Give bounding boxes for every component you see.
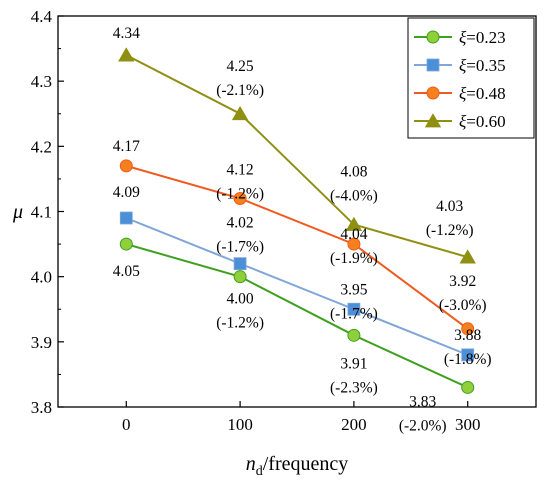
series-line-1: [126, 243, 469, 389]
series-line-3: [126, 164, 469, 330]
data-label-value: 4.34: [113, 25, 140, 42]
series-3-marker: [461, 322, 475, 336]
data-label-change: (-1.2%): [216, 315, 264, 332]
series-line-4: [125, 54, 468, 259]
series-markers: [118, 47, 476, 394]
legend-label-symbol: ξ: [459, 56, 467, 75]
x-tick-label: 300: [455, 415, 481, 434]
data-label-change: (-4.0%): [330, 188, 378, 205]
legend-label-value: =0.23: [466, 28, 505, 47]
data-label-change: (-1.2%): [426, 222, 474, 239]
legend-label-value: =0.48: [466, 84, 505, 103]
x-tick-label: 200: [341, 415, 367, 434]
data-label-change: (-3.0%): [439, 297, 487, 314]
data-label-value: 4.09: [113, 184, 140, 201]
legend-label-symbol: ξ: [459, 84, 467, 103]
data-label-change: (-2.0%): [399, 417, 447, 434]
legend-label: ξ=0.60: [459, 112, 506, 131]
series-4-marker: [345, 216, 363, 231]
x-axis-title-main: n: [246, 453, 256, 475]
y-tick-label: 3.8: [31, 398, 52, 417]
x-tick-label: 0: [122, 415, 131, 434]
x-axis-title: nd/frequency: [246, 453, 349, 479]
x-axis-title-subscript: d: [256, 464, 263, 479]
series-2-marker: [119, 211, 133, 225]
data-label-value: 3.83: [409, 393, 436, 410]
data-label-change: (-1.2%): [216, 185, 264, 202]
series-1-marker: [461, 380, 475, 394]
data-label-change: (-2.3%): [330, 379, 378, 396]
legend: ξ=0.23ξ=0.35ξ=0.48ξ=0.60: [407, 17, 535, 139]
series-4-marker: [459, 249, 476, 264]
series-lines: [125, 54, 469, 389]
data-label-change: (-1.9%): [330, 250, 378, 267]
data-label-change: (-1.7%): [216, 239, 264, 256]
series-2-marker: [461, 348, 475, 362]
y-tick-label: 4.1: [31, 203, 52, 222]
y-tick-label: 4.0: [31, 268, 52, 287]
data-label-value: 4.12: [227, 161, 254, 178]
y-tick-label: 4.4: [31, 7, 53, 26]
series-1-marker: [119, 237, 133, 251]
x-tick-label: 100: [227, 415, 253, 434]
legend-items: ξ=0.23ξ=0.35ξ=0.48ξ=0.60: [414, 28, 506, 131]
series-line-2: [125, 217, 469, 356]
y-axis-title: μ: [12, 201, 23, 223]
data-label-value: 4.08: [340, 164, 367, 181]
data-label-value: 4.03: [436, 198, 463, 215]
data-label-change: (-1.8%): [444, 351, 492, 368]
y-tick-label: 4.2: [31, 137, 52, 156]
series-3-marker: [347, 237, 361, 251]
data-label-change: (-1.7%): [330, 305, 378, 322]
legend-label: ξ=0.35: [459, 56, 506, 75]
series-1-marker: [233, 270, 247, 284]
legend-label-value: =0.60: [466, 112, 505, 131]
legend-label-value: =0.35: [466, 56, 505, 75]
series-4-marker: [231, 105, 249, 121]
series-2-marker: [233, 257, 247, 271]
data-label-change: (-2.1%): [216, 82, 264, 99]
series-3-marker: [233, 191, 247, 205]
series-1-marker: [347, 328, 361, 342]
data-label-value: 4.17: [113, 138, 140, 155]
series-2-marker: [347, 302, 361, 316]
data-label-value: 4.05: [113, 263, 140, 280]
data-label-value: 4.00: [227, 291, 254, 308]
legend-marker: [424, 113, 442, 128]
legend-marker: [426, 58, 440, 72]
series-4-marker: [118, 47, 135, 62]
y-tick-label: 3.9: [31, 333, 52, 352]
data-label-value: 3.92: [449, 273, 476, 290]
legend-marker: [426, 86, 440, 100]
data-label-value: 4.25: [227, 58, 254, 75]
legend-label: ξ=0.48: [459, 84, 506, 103]
data-label-value: 3.88: [454, 327, 481, 344]
legend-label-symbol: ξ: [459, 112, 467, 131]
data-label-value: 3.95: [340, 281, 367, 298]
legend-marker: [426, 30, 440, 44]
series-3-marker: [119, 159, 133, 173]
legend-label: ξ=0.23: [459, 28, 506, 47]
data-label-value: 3.91: [340, 355, 367, 372]
x-axis-title-rest: /frequency: [263, 453, 349, 475]
y-tick-label: 4.3: [31, 72, 52, 91]
data-labels: 4.05 4.00 (-1.2%) 3.91 (-2.3%) 3.83 (-2.0%) 4.0…: [113, 25, 492, 434]
axis-ticks: 0 100 200 300 3.8 3.9 4.0 4.1 4.2 4.3 4.4: [31, 7, 481, 434]
data-label-value: 4.04: [340, 226, 367, 243]
legend-label-symbol: ξ: [459, 28, 467, 47]
data-label-value: 4.02: [227, 215, 254, 232]
